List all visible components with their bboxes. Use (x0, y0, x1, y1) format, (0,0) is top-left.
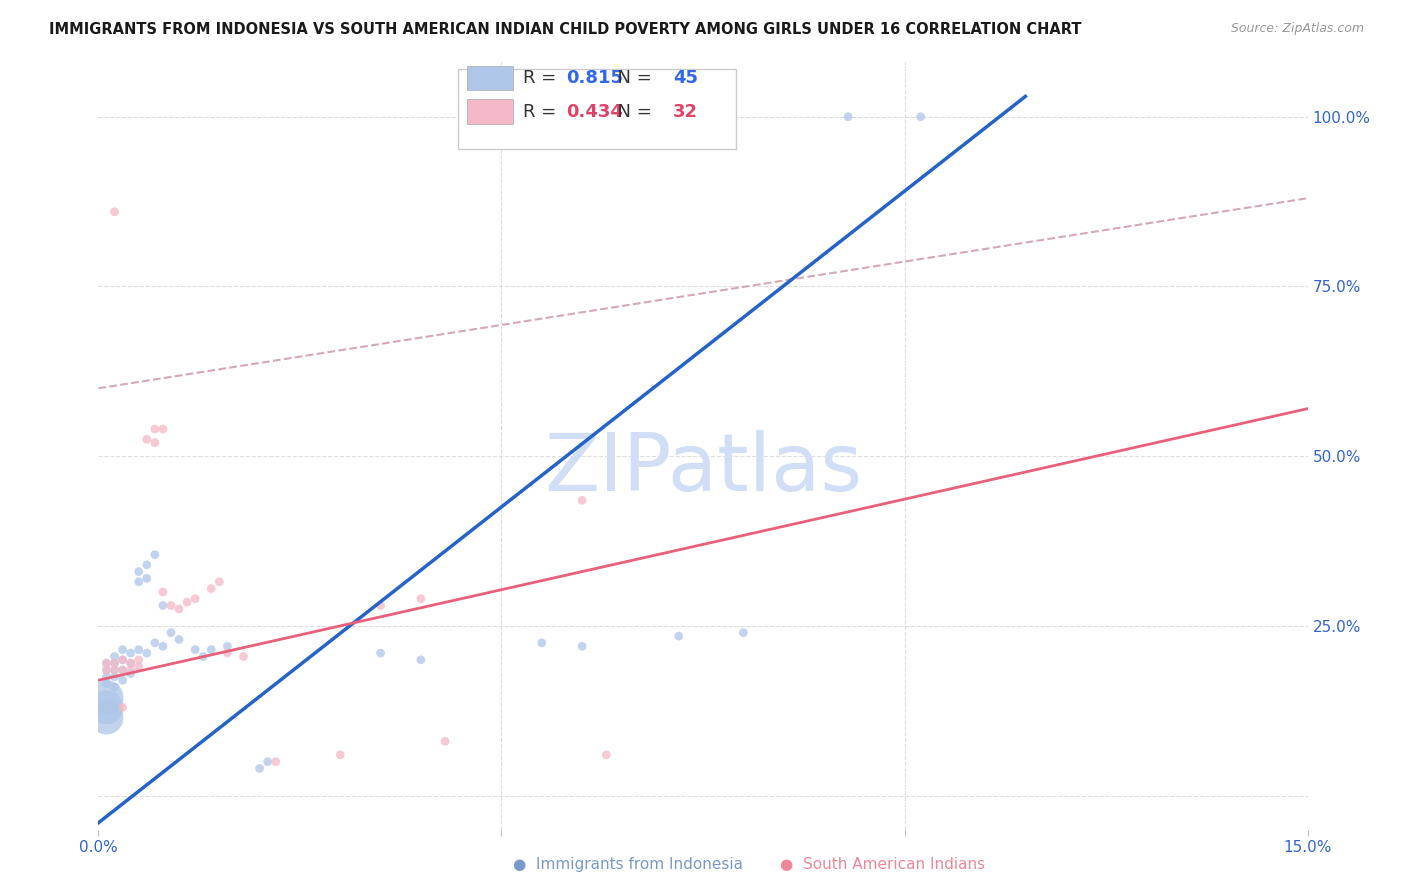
Point (409, 653, 432, 667)
Point (167, 632, 190, 647)
Point (143, 548, 166, 562)
Point (256, 755, 278, 769)
Point (128, 642, 150, 657)
Point (120, 663, 142, 677)
Point (111, 663, 134, 677)
Point (96, 663, 118, 677)
Point (434, 734, 457, 748)
Text: N =: N = (606, 69, 658, 87)
Point (370, 599, 392, 613)
FancyBboxPatch shape (457, 69, 735, 149)
Point (571, 640, 593, 654)
Point (135, 571, 157, 585)
Point (120, 666, 142, 681)
Point (837, 110, 859, 124)
Point (733, 625, 755, 640)
Point (103, 670, 125, 684)
Text: Source: ZipAtlas.com: Source: ZipAtlas.com (1230, 22, 1364, 36)
Text: 0.815: 0.815 (567, 69, 623, 87)
Point (152, 585, 174, 599)
Point (143, 636, 166, 650)
Point (167, 602, 190, 616)
Point (111, 642, 134, 657)
Point (264, 755, 287, 769)
Point (176, 595, 198, 609)
Point (96, 657, 118, 671)
Bar (467, 99, 513, 124)
Point (143, 435, 166, 450)
Text: R =: R = (523, 103, 562, 120)
Point (193, 649, 215, 664)
Point (111, 653, 134, 667)
Point (96, 690, 118, 705)
Point (128, 574, 150, 589)
Point (96, 670, 118, 684)
Point (103, 663, 125, 677)
Point (217, 640, 239, 654)
Point (128, 653, 150, 667)
Point (370, 646, 392, 660)
Point (208, 574, 231, 589)
Text: N =: N = (606, 103, 658, 120)
Point (595, 747, 617, 762)
Point (135, 558, 157, 572)
Point (152, 422, 174, 436)
Point (111, 653, 134, 667)
Point (96, 663, 118, 677)
Point (111, 673, 134, 688)
Point (103, 657, 125, 671)
Point (96, 700, 118, 714)
Bar (467, 65, 513, 90)
Point (184, 642, 207, 657)
Text: ●  Immigrants from Indonesia: ● Immigrants from Indonesia (513, 857, 744, 872)
Point (530, 636, 553, 650)
Point (128, 565, 150, 579)
Point (103, 663, 125, 677)
Point (135, 646, 157, 660)
Text: 45: 45 (672, 69, 697, 87)
Point (910, 110, 932, 124)
Text: ●  South American Indians: ● South American Indians (780, 857, 986, 872)
Point (128, 659, 150, 673)
Point (409, 591, 432, 606)
Point (160, 599, 183, 613)
Point (120, 657, 142, 671)
Point (200, 582, 222, 596)
Point (96, 657, 118, 671)
Point (135, 432, 157, 446)
Point (103, 680, 125, 694)
Point (329, 747, 352, 762)
Point (160, 625, 183, 640)
Text: 0.434: 0.434 (567, 103, 623, 120)
Point (152, 640, 174, 654)
Text: ZIPatlas: ZIPatlas (544, 430, 862, 508)
Point (571, 493, 593, 508)
Point (96, 676, 118, 690)
Text: IMMIGRANTS FROM INDONESIA VS SOUTH AMERICAN INDIAN CHILD POVERTY AMONG GIRLS UND: IMMIGRANTS FROM INDONESIA VS SOUTH AMERI… (49, 22, 1081, 37)
Point (120, 646, 142, 660)
Point (111, 663, 134, 677)
Point (184, 591, 207, 606)
Point (96, 710, 118, 724)
Point (668, 629, 690, 643)
Point (249, 762, 271, 776)
Point (217, 646, 239, 660)
Point (111, 700, 134, 714)
Text: R =: R = (523, 69, 562, 87)
Point (103, 657, 125, 671)
Point (120, 657, 142, 671)
Point (200, 642, 222, 657)
Point (232, 649, 254, 664)
Point (103, 649, 125, 664)
Point (152, 599, 174, 613)
Text: 32: 32 (672, 103, 697, 120)
Point (103, 204, 125, 219)
Point (143, 422, 166, 436)
